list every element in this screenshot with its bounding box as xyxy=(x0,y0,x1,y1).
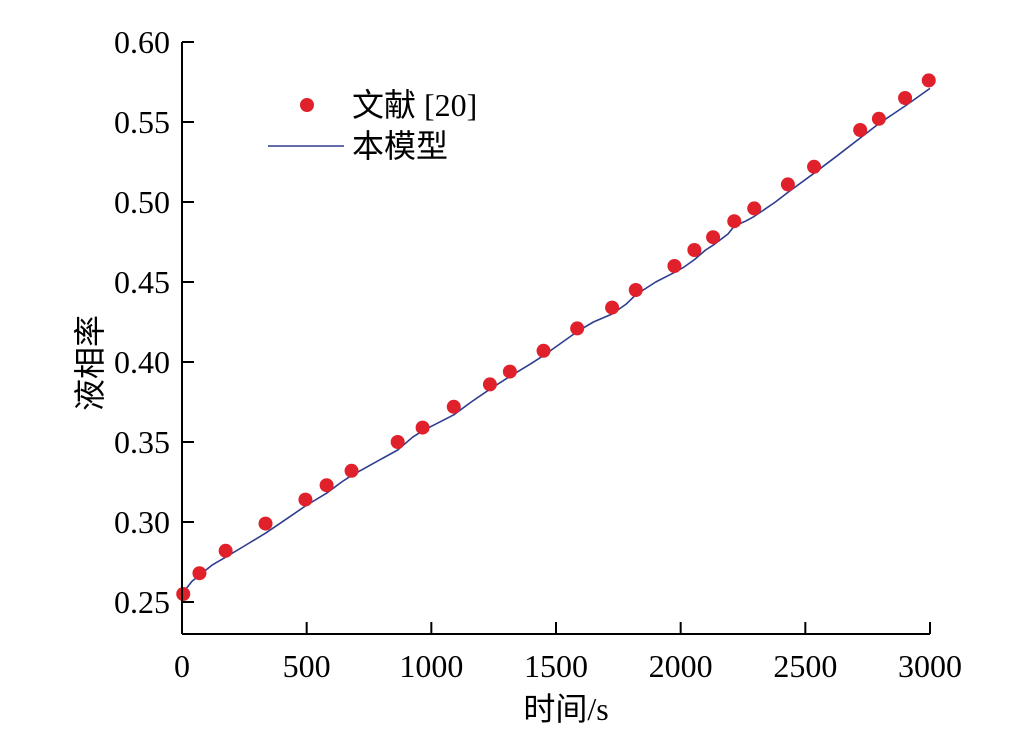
data-point xyxy=(258,516,273,531)
legend: 文献 [20] 本模型 xyxy=(268,87,477,164)
x-tick-label: 1500 xyxy=(524,648,588,684)
data-point xyxy=(446,399,461,414)
x-tick-label: 1000 xyxy=(399,648,463,684)
y-tick-label: 0.25 xyxy=(114,584,170,620)
y-axis-title: 液相率 xyxy=(72,315,108,411)
y-tick-label: 0.55 xyxy=(114,104,170,140)
data-point xyxy=(706,230,721,245)
y-tick-label: 0.60 xyxy=(114,24,170,60)
data-point xyxy=(628,283,643,297)
data-point xyxy=(344,463,359,478)
legend-label-model: 本模型 xyxy=(352,128,448,164)
data-point xyxy=(415,420,430,435)
data-point xyxy=(482,377,497,392)
y-tick-label: 0.40 xyxy=(114,344,170,380)
data-point xyxy=(921,73,936,88)
legend-label-literature: 文献 [20] xyxy=(352,87,477,123)
data-point xyxy=(298,492,313,507)
x-tick-label: 3000 xyxy=(898,648,962,684)
data-point xyxy=(780,177,795,192)
data-point xyxy=(853,123,868,137)
data-point xyxy=(176,587,191,601)
y-tick-label: 0.35 xyxy=(114,424,170,460)
plot-area xyxy=(176,73,936,601)
data-point xyxy=(570,321,585,336)
x-tick-label: 2000 xyxy=(649,648,713,684)
y-tick-label: 0.30 xyxy=(114,504,170,540)
data-point xyxy=(667,259,682,273)
data-point xyxy=(898,91,913,105)
x-tick-label: 500 xyxy=(283,648,331,684)
x-axis-title: 时间/s xyxy=(523,691,608,727)
data-point xyxy=(871,111,886,126)
data-point xyxy=(319,478,334,493)
data-point xyxy=(807,159,822,174)
y-tick-label: 0.50 xyxy=(114,184,170,220)
y-tick-label: 0.45 xyxy=(114,264,170,300)
data-point xyxy=(390,435,405,449)
data-point xyxy=(192,566,207,581)
x-tick-label: 2500 xyxy=(773,648,837,684)
data-point xyxy=(536,343,551,358)
data-point xyxy=(502,364,517,379)
data-point xyxy=(727,214,742,229)
data-point xyxy=(687,243,702,257)
legend-marker-literature xyxy=(300,98,314,112)
axes: 0.25 0.30 0.35 0.40 0.45 0.50 0.55 0.60 0 500 1000… xyxy=(114,24,962,684)
x-tick-label: 0 xyxy=(174,648,190,684)
data-point xyxy=(218,543,233,558)
model-line xyxy=(181,87,931,600)
data-point xyxy=(605,300,620,315)
data-point xyxy=(747,201,762,216)
